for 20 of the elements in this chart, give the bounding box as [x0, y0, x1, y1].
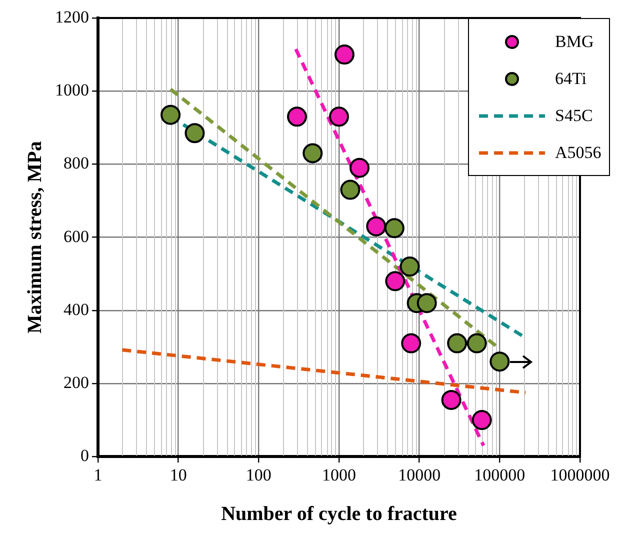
- legend-label: 64Ti: [555, 68, 587, 88]
- x-tick-label: 10000: [398, 465, 441, 484]
- legend-label: BMG: [555, 32, 594, 52]
- x-tick-label: 100000: [474, 465, 526, 484]
- y-tick-label: 600: [64, 226, 89, 246]
- y-tick-label: 800: [64, 154, 89, 173]
- x-tick-label: 100: [246, 465, 272, 484]
- x-tick-label: 10: [170, 465, 187, 484]
- x-axis-title: Number of cycle to fracture: [221, 503, 458, 526]
- y-tick-label: 0: [80, 446, 89, 466]
- y-tick-label: 200: [64, 372, 89, 392]
- x-tick-label: 1000000: [550, 465, 610, 484]
- y-tick-label: 400: [64, 300, 89, 319]
- y-tick-label: 1000: [55, 80, 89, 100]
- x-tick-label: 1: [94, 465, 102, 484]
- y-axis-title: Maximum stress, MPa: [24, 141, 46, 334]
- legend-label: S45C: [555, 106, 593, 126]
- x-tick-label: 1000: [322, 465, 356, 484]
- y-tick-label: 1200: [55, 7, 89, 26]
- legend-label: A5056: [555, 142, 602, 162]
